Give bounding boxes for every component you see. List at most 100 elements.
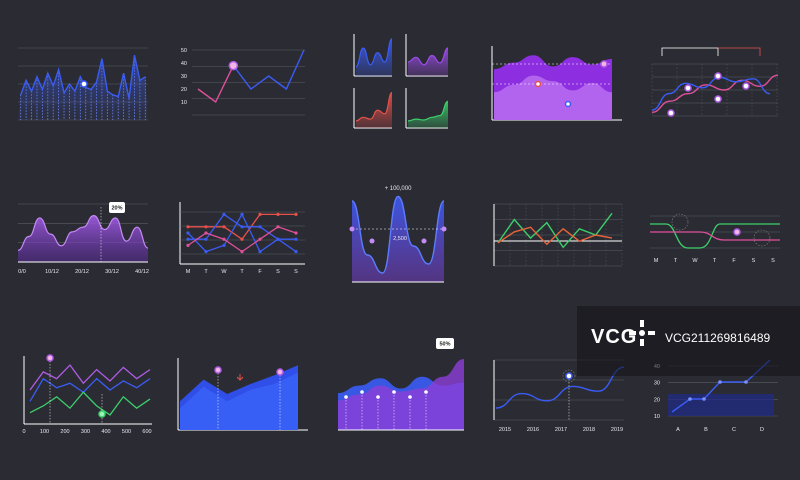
- series-line: [495, 366, 625, 409]
- y-tick-label: 40: [181, 61, 187, 67]
- data-point: [240, 225, 244, 229]
- data-point: [702, 397, 706, 401]
- chart-1-blue-bars: [18, 47, 148, 121]
- x-tick-label: M: [186, 269, 191, 275]
- y-tick-label: 20: [654, 397, 660, 403]
- x-tick-label: 2018: [583, 427, 595, 433]
- series-line: [355, 38, 393, 68]
- data-point: [742, 82, 750, 90]
- x-tick-label: A: [676, 427, 680, 433]
- x-tick-label: S: [276, 269, 280, 275]
- x-tick-label: 2016: [527, 427, 539, 433]
- highlight-point: [276, 368, 284, 376]
- data-point: [684, 84, 692, 92]
- series-line: [351, 195, 445, 274]
- data-point: [204, 237, 208, 241]
- area-front: [338, 358, 464, 430]
- watermark-icon: [629, 320, 655, 346]
- x-tick-label: 2019: [611, 427, 623, 433]
- data-point: [294, 250, 298, 254]
- x-tick-label: 400: [101, 429, 110, 435]
- data-point: [376, 395, 380, 399]
- data-point: [714, 95, 722, 103]
- highlight-ring: [562, 369, 576, 383]
- x-tick-label: 500: [122, 429, 131, 435]
- area-fill: [18, 215, 148, 262]
- x-tick-label: 40/12: [135, 269, 149, 275]
- top-label: + 100,000: [385, 186, 413, 192]
- series-line-green: [650, 223, 780, 249]
- mid-label: 2,500: [393, 236, 407, 242]
- data-point: [222, 225, 226, 229]
- x-tick-label: 2017: [555, 427, 567, 433]
- x-tick-label: T: [674, 258, 678, 264]
- data-point: [688, 397, 692, 401]
- area-fill: [356, 38, 392, 76]
- y-tick-label: 30: [181, 74, 187, 80]
- series-line-pink: [197, 65, 234, 104]
- x-tick-label: 0: [22, 429, 25, 435]
- annotation-label: 50%: [439, 342, 450, 348]
- bracket: [661, 47, 719, 56]
- data-point: [186, 237, 190, 241]
- x-tick-label: T: [713, 258, 717, 264]
- data-point: [349, 226, 355, 232]
- x-tick-label: S: [294, 269, 298, 275]
- y-tick-label: 10: [181, 100, 187, 106]
- x-tick-label: 100: [40, 429, 49, 435]
- annotation-bubble: [436, 338, 454, 349]
- data-point: [276, 225, 280, 229]
- x-tick-label: 300: [81, 429, 90, 435]
- highlight-point: [46, 354, 54, 362]
- series-line: [29, 364, 151, 391]
- data-point: [240, 237, 244, 241]
- data-point: [258, 237, 262, 241]
- highlight-point: [80, 80, 88, 88]
- data-point: [186, 225, 190, 229]
- x-tick-label: W: [692, 258, 698, 264]
- highlight-point: [564, 100, 572, 108]
- series-line: [671, 359, 771, 413]
- x-tick-label: 600: [142, 429, 151, 435]
- watermark-logo: VCG: [591, 326, 638, 348]
- data-point: [667, 109, 675, 117]
- x-tick-label: T: [240, 269, 244, 275]
- chart-12-mountain-area: [177, 358, 308, 431]
- highlight-point: [534, 80, 542, 88]
- y-tick-label: 30: [654, 381, 660, 387]
- chart-6-purple-area: 0/0 10/12 20/12 30/12 40/12 20%: [17, 202, 149, 275]
- x-tick-label: S: [771, 258, 775, 264]
- area-fill: [352, 196, 444, 282]
- data-point: [258, 225, 262, 229]
- chart-14-yearly-line: 2015 2016 2017 2018 2019: [493, 359, 625, 433]
- data-point: [258, 250, 262, 254]
- data-point: [222, 237, 226, 241]
- area-fill: [408, 48, 448, 76]
- series-line: [407, 100, 449, 122]
- series-line-green: [497, 212, 613, 249]
- x-tick-label: 30/12: [105, 269, 119, 275]
- x-tick-label: B: [704, 427, 708, 433]
- data-point: [240, 250, 244, 254]
- highlight-point: [733, 228, 741, 236]
- area-fill: [356, 92, 392, 128]
- data-point: [276, 237, 280, 241]
- series-line: [29, 391, 151, 416]
- highlight-point: [98, 410, 106, 418]
- y-tick-label: 50: [181, 48, 187, 54]
- data-point: [276, 212, 280, 216]
- data-point: [258, 212, 262, 216]
- area-front: [494, 75, 612, 120]
- series-line: [355, 91, 393, 122]
- data-point: [204, 225, 208, 229]
- highlight-ring: [671, 213, 689, 231]
- watermark-id: VCG211269816489: [665, 331, 771, 345]
- x-tick-label: S: [752, 258, 756, 264]
- series-line: [17, 214, 149, 251]
- data-point: [294, 212, 298, 216]
- data-point: [369, 238, 375, 244]
- series-line-pink: [651, 74, 779, 113]
